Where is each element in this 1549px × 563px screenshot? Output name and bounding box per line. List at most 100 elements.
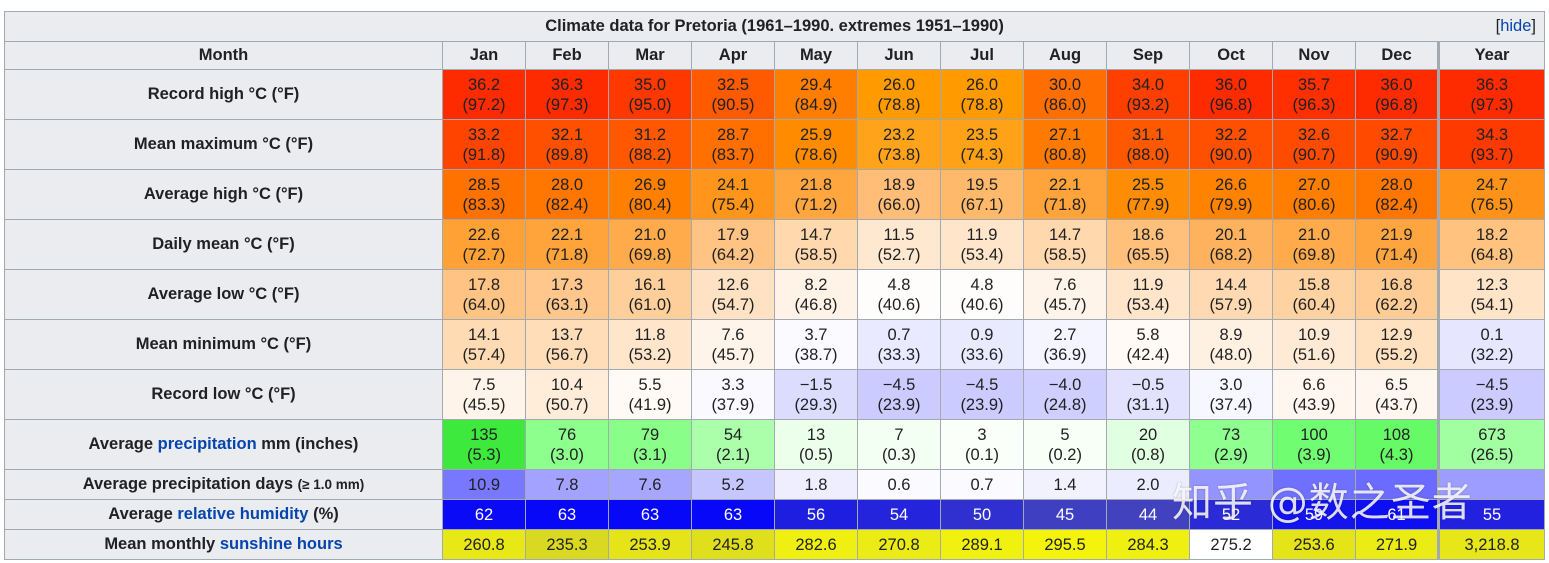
- value-cell: 36.2 (97.2): [442, 69, 526, 120]
- cell-value-fahrenheit: (37.4): [1209, 395, 1253, 414]
- value-cell: 6.5 (43.7): [1355, 369, 1439, 420]
- cell-value: 284.3: [1127, 535, 1169, 554]
- hide-link[interactable]: hide: [1500, 17, 1532, 35]
- value-cell: 30.0 (86.0): [1023, 69, 1107, 120]
- value-cell: 14.7 (58.5): [1023, 219, 1107, 270]
- table-row: Mean maximum °C (°F) 33.2 (91.8) 32.1 (89.8)…: [4, 119, 1546, 170]
- cell-value: 11.5: [883, 225, 915, 244]
- cell-value: 245.8: [712, 535, 754, 554]
- value-cell: [1355, 469, 1439, 500]
- hide-toggle: [hide]: [1496, 17, 1536, 36]
- value-cell: 45: [1023, 499, 1107, 530]
- cell-value-fahrenheit: (64.2): [711, 245, 755, 264]
- cell-value-fahrenheit: (80.8): [1043, 145, 1087, 164]
- value-cell: −4.5 (23.9): [940, 369, 1024, 420]
- cell-value-fahrenheit: (93.2): [1126, 95, 1170, 114]
- year-value-cell: 24.7 (76.5): [1436, 169, 1546, 220]
- cell-value: 7.5: [472, 375, 496, 394]
- row-header-text: (%): [308, 505, 339, 523]
- cell-value-fahrenheit: (51.6): [1292, 345, 1336, 364]
- row-header-text: Average high °C (°F): [143, 185, 304, 203]
- cell-value: 23.2: [882, 125, 916, 144]
- value-cell: 19.5 (67.1): [940, 169, 1024, 220]
- row-header-note: (≥ 1.0 mm): [297, 477, 365, 492]
- cell-value: −4.5: [882, 375, 916, 394]
- cell-value-fahrenheit: (71.8): [1043, 195, 1087, 214]
- value-cell: 12.6 (54.7): [691, 269, 775, 320]
- cell-value: 26.9: [633, 175, 667, 194]
- value-cell: 295.5: [1023, 529, 1107, 560]
- hide-bracket-open: [: [1495, 17, 1501, 35]
- value-cell: 16.1 (61.0): [608, 269, 692, 320]
- cell-value: 32.6: [1297, 125, 1331, 144]
- cell-value: 14.1: [467, 325, 501, 344]
- table-row: Daily mean °C (°F) 22.6 (72.7) 22.1 (71.8) 21…: [4, 219, 1546, 270]
- value-cell: 26.6 (79.9): [1189, 169, 1273, 220]
- cell-value: 275.2: [1210, 535, 1252, 554]
- cell-value: 11.9: [966, 225, 998, 244]
- value-cell: 63: [691, 499, 775, 530]
- year-value-cell: 18.2 (64.8): [1436, 219, 1546, 270]
- value-cell: 28.7 (83.7): [691, 119, 775, 170]
- row-header-link[interactable]: sunshine hours: [219, 535, 343, 553]
- cell-value: 76: [557, 425, 577, 444]
- value-cell: 20.1 (68.2): [1189, 219, 1273, 270]
- value-cell: 26.9 (80.4): [608, 169, 692, 220]
- cell-value-fahrenheit: (40.6): [960, 295, 1004, 314]
- cell-value: 26.0: [965, 75, 999, 94]
- row-header-text: Mean monthly: [104, 535, 220, 553]
- cell-value-fahrenheit: (58.5): [1043, 245, 1087, 264]
- month-header-jun: Jun: [857, 41, 941, 70]
- cell-value-fahrenheit: (58.5): [794, 245, 838, 264]
- cell-value: 4.8: [887, 275, 911, 294]
- cell-value-fahrenheit: (93.7): [1470, 145, 1514, 164]
- month-header: Month: [4, 41, 443, 70]
- row-header: Daily mean °C (°F): [4, 219, 443, 270]
- cell-value: 18.9: [882, 175, 916, 194]
- cell-value-fahrenheit: (75.4): [711, 195, 755, 214]
- value-cell: 10.4 (50.7): [525, 369, 609, 420]
- cell-value: 3,218.8: [1464, 535, 1520, 554]
- month-header-feb: Feb: [525, 41, 609, 70]
- cell-value-fahrenheit: (69.8): [628, 245, 672, 264]
- row-header: Mean minimum °C (°F): [4, 319, 443, 370]
- cell-value-fahrenheit: (53.2): [628, 345, 672, 364]
- cell-value-fahrenheit: (69.8): [1292, 245, 1336, 264]
- row-header-text: Average low °C (°F): [147, 285, 300, 303]
- cell-value-fahrenheit: (96.8): [1374, 95, 1419, 114]
- value-cell: 6.6 (43.9): [1272, 369, 1356, 420]
- cell-value-fahrenheit: (73.8): [877, 145, 921, 164]
- cell-value-fahrenheit: (82.4): [1374, 195, 1419, 214]
- row-header-link[interactable]: precipitation: [157, 435, 257, 453]
- cell-value-fahrenheit: (78.8): [960, 95, 1004, 114]
- cell-value-fahrenheit: (23.9): [1470, 395, 1514, 414]
- cell-value: 79: [640, 425, 660, 444]
- row-header: Average precipitation mm (inches): [4, 419, 443, 470]
- value-cell: 135 (5.3): [442, 419, 526, 470]
- cell-value: 13: [806, 425, 826, 444]
- value-cell: 8.2 (46.8): [774, 269, 858, 320]
- value-cell: 14.4 (57.9): [1189, 269, 1273, 320]
- value-cell: [1272, 469, 1356, 500]
- row-header-link[interactable]: relative humidity: [177, 505, 309, 523]
- value-cell: 5.8 (42.4): [1106, 319, 1190, 370]
- cell-value: 44: [1138, 505, 1158, 524]
- cell-value: 4.8: [970, 275, 994, 294]
- row-header-text: mm (inches): [256, 435, 359, 453]
- caption-text: Climate data for Pretoria (1961–1990. ex…: [545, 17, 1004, 35]
- value-cell: 253.6: [1272, 529, 1356, 560]
- cell-value: 673: [1478, 425, 1506, 444]
- cell-value: −4.0: [1048, 375, 1082, 394]
- cell-value: 17.3: [550, 275, 584, 294]
- value-cell: 11.8 (53.2): [608, 319, 692, 370]
- cell-value-fahrenheit: (63.1): [545, 295, 589, 314]
- value-cell: 15.8 (60.4): [1272, 269, 1356, 320]
- row-header: Average precipitation days (≥ 1.0 mm): [4, 469, 443, 500]
- cell-value: 18.6: [1131, 225, 1165, 244]
- value-cell: 21.8 (71.2): [774, 169, 858, 220]
- cell-value-fahrenheit: (80.6): [1292, 195, 1336, 214]
- cell-value: 12.9: [1380, 325, 1413, 344]
- cell-value-fahrenheit: (68.2): [1209, 245, 1253, 264]
- cell-value: 5: [1060, 425, 1070, 444]
- row-header-text: Record low °C (°F): [151, 385, 296, 403]
